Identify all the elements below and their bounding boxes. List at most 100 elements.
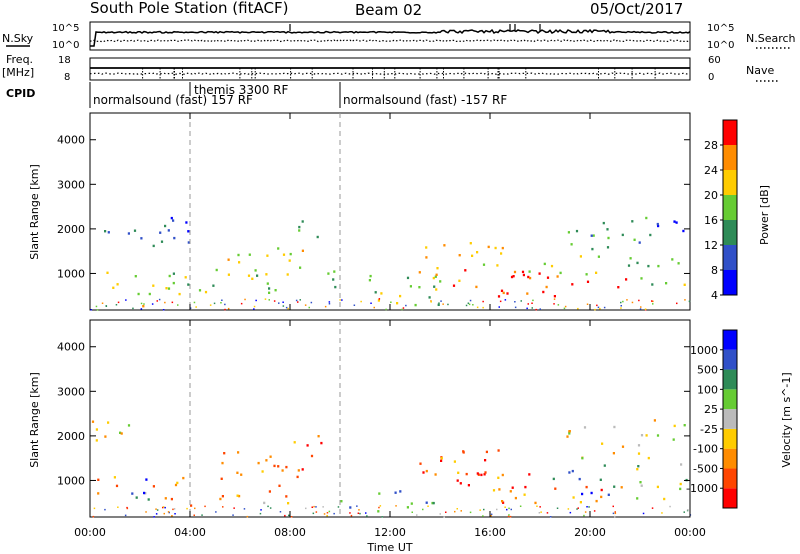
power-colorbar-tick-label: 12: [704, 239, 718, 252]
power-cell: [148, 292, 151, 296]
velocity-cell: [578, 477, 581, 481]
power-cell: [557, 304, 560, 306]
velocity-colorbar-tick-label: -500: [693, 462, 718, 475]
velocity-cell: [506, 508, 508, 511]
power-ylabel: Slant Range [km]: [28, 164, 41, 260]
power-cell: [212, 284, 215, 287]
power-cell: [640, 277, 643, 280]
power-cell: [595, 271, 598, 274]
velocity-cell: [293, 441, 296, 444]
power-cell: [237, 253, 240, 257]
power-cell: [334, 285, 337, 289]
velocity-cell: [434, 473, 437, 476]
power-cell: [621, 233, 624, 237]
power-cell: [432, 276, 435, 280]
power-cell: [645, 216, 648, 220]
power-cell: [159, 231, 162, 234]
power-cell: [220, 302, 222, 304]
power-cell: [172, 281, 175, 285]
velocity-cell: [349, 506, 352, 509]
velocity-cell: [281, 469, 284, 472]
power-cell: [256, 274, 259, 277]
velocity-cell: [104, 435, 107, 438]
velocity-cell: [153, 516, 155, 518]
power-cell: [268, 291, 271, 294]
velocity-cell: [477, 473, 480, 476]
velocity-cell: [581, 457, 584, 460]
power-cell: [559, 271, 562, 275]
power-cell: [244, 298, 246, 301]
power-cell: [162, 309, 165, 311]
velocity-cell: [514, 496, 517, 500]
power-colorbar-swatch: [723, 145, 737, 170]
power-cell: [482, 263, 486, 266]
power-cell: [440, 300, 442, 302]
power-cell: [414, 303, 417, 307]
power-panel: 1000 2000 3000 4000 Slant Range [km]: [28, 112, 691, 311]
time-tick-label: 00:00: [74, 526, 106, 539]
freq-traces: [89, 67, 691, 79]
power-cell: [116, 283, 119, 286]
velocity-cell: [315, 511, 318, 513]
power-cell: [434, 275, 437, 278]
power-cell: [433, 285, 436, 288]
velocity-cell: [492, 489, 496, 492]
velocity-cell: [445, 511, 447, 513]
power-cell: [132, 307, 134, 310]
velocity-cell: [236, 471, 239, 474]
power-cell: [607, 236, 610, 240]
power-cell: [402, 307, 405, 309]
velocity-ylabel: Slant Range [km]: [28, 372, 41, 468]
velocity-cell: [144, 492, 147, 495]
noise-left-tick-top: 10^5: [52, 23, 79, 34]
power-cell: [469, 242, 472, 245]
velocity-cell: [669, 505, 671, 508]
velocity-cell: [427, 505, 429, 507]
power-cell: [504, 299, 507, 301]
power-cell: [127, 232, 130, 235]
velocity-colorbar-tick-label: -100: [693, 443, 718, 456]
velocity-cell: [612, 505, 614, 508]
velocity-cell: [456, 508, 458, 510]
power-cell: [158, 298, 161, 301]
power-cell: [538, 272, 541, 275]
velocity-cell: [277, 465, 280, 468]
velocity-ytick-label: 4000: [57, 341, 85, 354]
velocity-cell: [107, 421, 110, 424]
velocity-colorbar-tick-label: 1000: [690, 344, 718, 357]
velocity-cell: [640, 484, 643, 487]
velocity-colorbar-swatch: [723, 409, 737, 429]
velocity-cell: [155, 513, 158, 515]
power-cell: [592, 234, 595, 237]
velocity-cell: [95, 428, 98, 431]
power-cell: [506, 292, 509, 295]
velocity-cell: [174, 483, 178, 487]
power-cell: [373, 306, 375, 309]
power-cell: [622, 300, 624, 303]
velocity-colorbar-swatch: [723, 468, 737, 489]
velocity-cell: [534, 501, 537, 505]
velocity-cell: [410, 502, 413, 505]
power-cell: [332, 278, 335, 281]
power-cell: [425, 256, 428, 259]
velocity-cell: [156, 509, 159, 511]
velocity-cell: [221, 461, 224, 465]
power-cell: [112, 286, 115, 289]
velocity-cell: [124, 514, 127, 517]
velocity-cell: [568, 430, 571, 433]
power-cell: [95, 305, 98, 308]
power-cell: [550, 264, 554, 268]
power-cell: [575, 229, 579, 233]
power-cell: [527, 275, 530, 279]
power-cell: [579, 255, 582, 258]
power-cell: [636, 261, 639, 265]
power-cell: [185, 221, 188, 224]
power-cell: [564, 305, 567, 308]
velocity-colorbar-swatch: [723, 389, 737, 410]
power-cell: [418, 271, 421, 274]
power-cell: [143, 303, 145, 305]
velocity-cell: [219, 497, 222, 501]
power-cell: [152, 244, 155, 248]
velocity-cell: [673, 424, 676, 428]
power-cell: [497, 295, 501, 298]
